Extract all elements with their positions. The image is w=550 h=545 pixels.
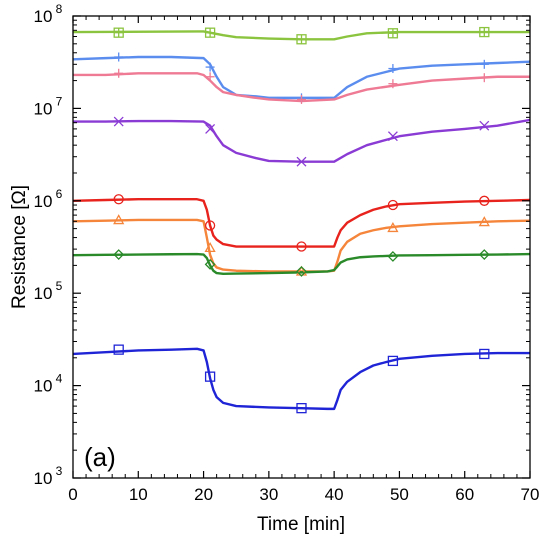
data-point-marker (479, 348, 490, 360)
data-point-marker (297, 94, 306, 104)
y-tick-exponent: 3 (56, 464, 63, 478)
data-point-marker (296, 266, 307, 277)
data-point-marker (388, 79, 398, 89)
data-point-marker (479, 26, 490, 38)
data-point-marker (479, 195, 490, 206)
data-point-marker (296, 156, 307, 167)
data-point-marker (479, 59, 489, 69)
data-point-marker (388, 64, 398, 74)
data-point-marker (204, 371, 216, 382)
x-tick-label: 0 (68, 485, 77, 504)
data-point-marker (114, 52, 124, 62)
series-line-4 (73, 118, 530, 163)
y-tick-exponent: 7 (56, 94, 63, 108)
data-point-marker (387, 28, 399, 39)
data-point-marker (387, 199, 399, 211)
data-point-marker (204, 241, 216, 253)
series-line-8 (73, 347, 530, 411)
data-point-marker (387, 131, 398, 142)
y-tick-label: 10 (34, 99, 53, 118)
x-tick-label: 50 (390, 485, 409, 504)
y-tick-exponent: 4 (56, 372, 63, 386)
y-axis-title: Resistance [Ω] (9, 185, 30, 309)
data-point-marker (205, 72, 215, 82)
y-tick-exponent: 6 (56, 187, 63, 201)
data-point-marker (113, 344, 124, 355)
y-tick-label: 10 (34, 377, 53, 396)
data-point-marker (205, 62, 215, 72)
data-point-marker (113, 27, 124, 38)
data-point-marker (204, 220, 216, 231)
y-tick-label: 10 (34, 284, 53, 303)
data-point-marker (296, 403, 307, 414)
x-axis-title: Time [min] (257, 514, 345, 535)
data-point-marker (387, 355, 399, 367)
series-line-3 (73, 72, 530, 103)
y-tick-label: 10 (34, 192, 53, 211)
series-line-5 (73, 198, 530, 248)
x-tick-label: 70 (521, 485, 540, 504)
data-point-marker (387, 251, 399, 262)
panel-label: (a) (84, 442, 116, 472)
series-layer (73, 30, 530, 411)
x-tick-label: 10 (129, 485, 148, 504)
data-point-marker (296, 241, 307, 252)
data-point-marker (479, 73, 489, 83)
data-point-marker (113, 116, 124, 127)
y-tick-label: 10 (34, 469, 53, 488)
data-point-marker (478, 216, 490, 227)
data-point-marker (387, 221, 399, 233)
x-tick-label: 60 (455, 485, 474, 504)
marker-layer (113, 26, 490, 414)
data-point-marker (204, 258, 216, 270)
data-point-marker (204, 27, 216, 38)
data-point-marker (114, 68, 124, 78)
data-point-marker (205, 123, 216, 134)
x-tick-label: 40 (325, 485, 344, 504)
series-line-7 (73, 252, 530, 276)
x-tick-label: 20 (194, 485, 213, 504)
data-point-marker (113, 249, 125, 260)
y-tick-label: 10 (34, 7, 53, 26)
plot-frame (72, 15, 531, 479)
y-tick-exponent: 5 (56, 279, 63, 293)
data-point-marker (113, 194, 124, 205)
series-line-2 (73, 55, 530, 100)
x-tick-label: 30 (259, 485, 278, 504)
y-tick-exponent: 8 (56, 2, 63, 16)
tick-layer (72, 15, 531, 479)
data-point-marker (479, 120, 490, 131)
data-point-marker (113, 214, 125, 225)
data-point-marker (478, 249, 490, 260)
data-point-marker (296, 34, 307, 45)
